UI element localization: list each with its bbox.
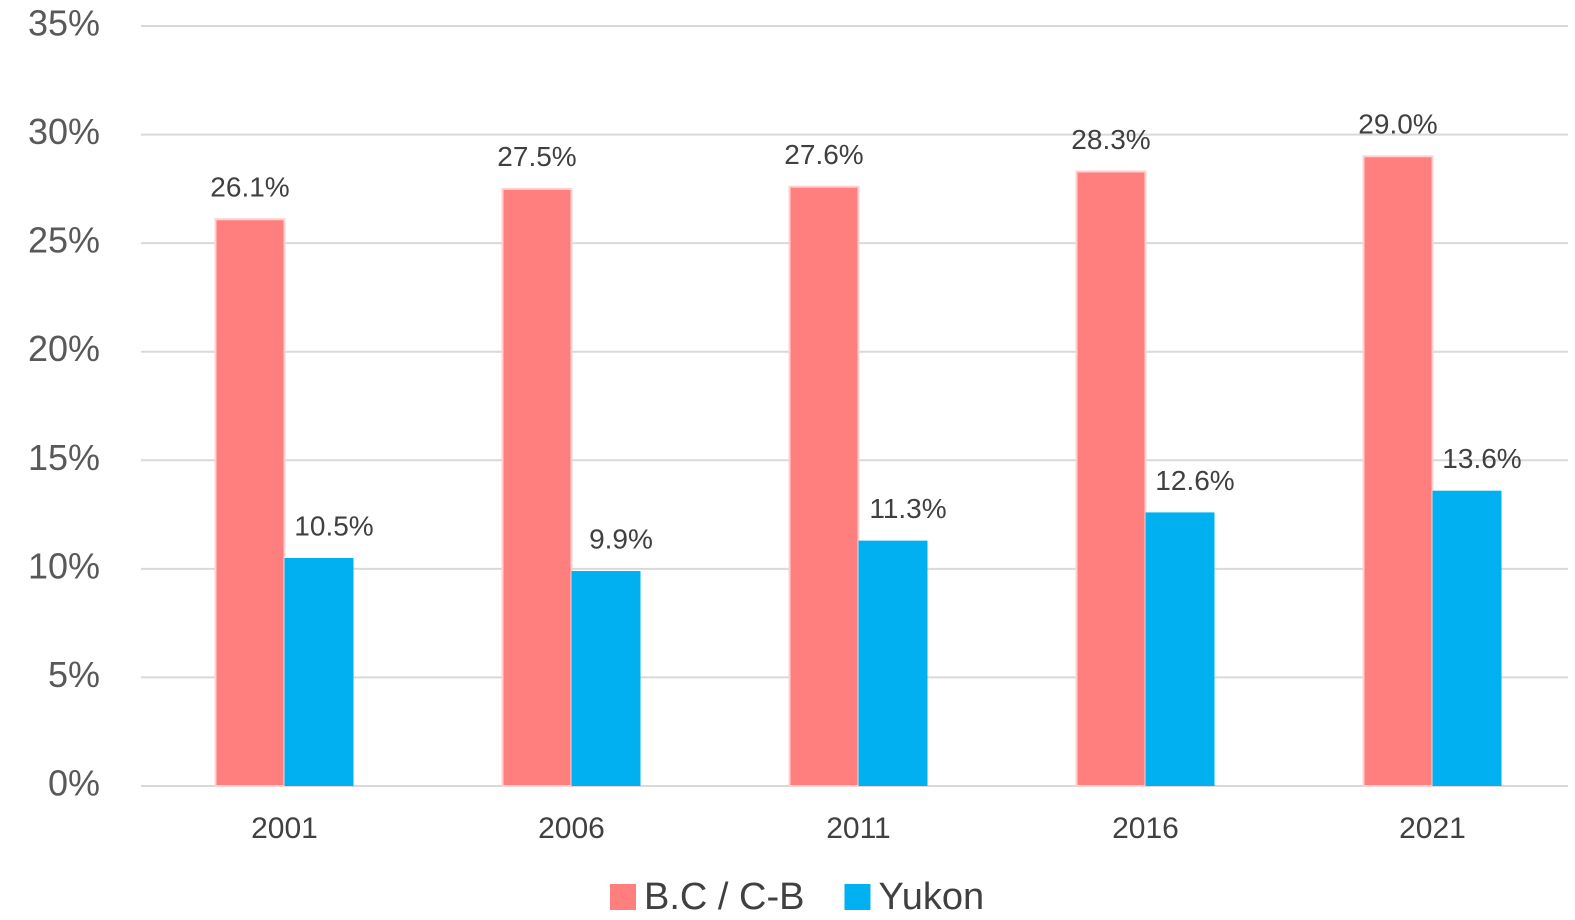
y-tick-label: 30% [28,111,100,152]
bar [1145,512,1215,786]
y-tick-label: 5% [48,654,100,695]
bar [1075,170,1147,787]
data-label: 27.5% [497,141,576,172]
legend-swatch [610,884,636,910]
x-tick-label: 2021 [1399,812,1466,845]
bar [214,218,286,787]
bar [858,540,928,786]
y-tick-label: 20% [28,328,100,369]
data-label: 9.9% [589,523,653,554]
bar [571,571,641,786]
legend-label: Yukon [878,876,984,918]
y-tick-label: 25% [28,220,100,261]
bar [501,187,573,788]
legend-swatch [844,884,871,910]
y-tick-label: 35% [28,3,100,44]
bar [1362,155,1434,788]
data-label: 12.6% [1155,465,1234,496]
data-label: 27.6% [784,139,863,170]
data-label: 28.3% [1071,124,1150,155]
data-label: 13.6% [1442,443,1521,474]
data-label: 10.5% [294,510,373,541]
x-tick-label: 2006 [538,812,605,845]
legend-label: B.C / C-B [644,876,804,918]
bar [284,558,354,786]
bar [1432,490,1502,786]
x-tick-label: 2011 [826,812,891,845]
data-label: 26.1% [210,172,289,203]
data-label: 29.0% [1358,109,1437,140]
x-tick-label: 2001 [251,812,318,845]
bar [788,185,860,787]
x-tick-label: 2016 [1112,812,1179,845]
y-tick-label: 10% [28,545,100,586]
y-tick-label: 15% [28,437,100,478]
data-label: 11.3% [869,493,946,524]
y-tick-label: 0% [48,763,100,804]
